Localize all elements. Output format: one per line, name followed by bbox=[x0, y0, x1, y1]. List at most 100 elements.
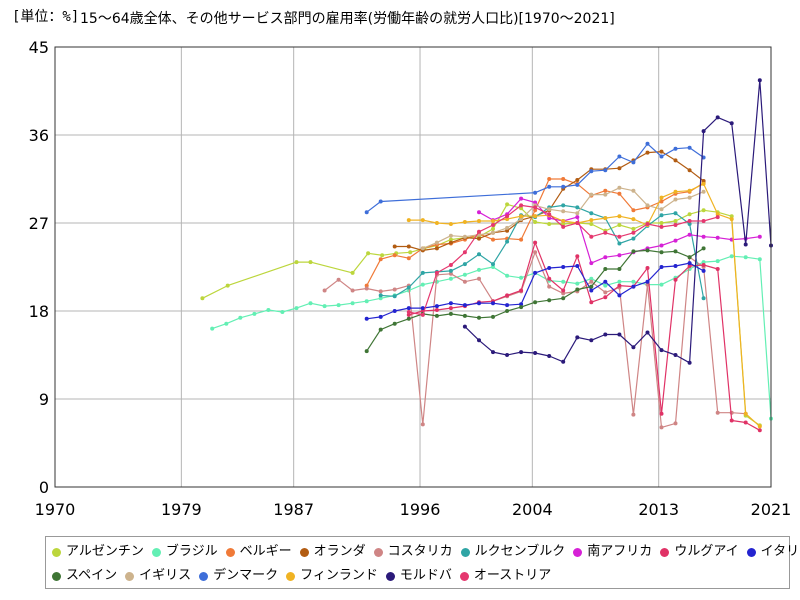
data-point bbox=[561, 209, 566, 214]
data-point bbox=[617, 293, 622, 298]
data-point bbox=[252, 311, 257, 316]
data-point bbox=[659, 348, 664, 353]
data-point bbox=[505, 353, 510, 357]
data-point bbox=[519, 305, 524, 310]
legend-label: ベルギー bbox=[239, 544, 292, 559]
data-point bbox=[448, 237, 453, 242]
data-point bbox=[336, 277, 341, 282]
data-point bbox=[603, 192, 608, 197]
data-point bbox=[491, 237, 495, 242]
legend-label: ウルグアイ bbox=[674, 544, 739, 559]
data-point bbox=[715, 267, 720, 271]
data-point bbox=[505, 228, 510, 233]
data-point bbox=[406, 310, 411, 314]
data-point bbox=[519, 217, 524, 222]
data-point bbox=[757, 424, 762, 429]
data-point bbox=[673, 249, 678, 254]
data-point bbox=[673, 211, 678, 216]
legend-marker bbox=[52, 572, 61, 581]
data-point bbox=[392, 253, 397, 258]
data-point bbox=[392, 244, 397, 249]
data-point bbox=[757, 428, 762, 433]
data-point bbox=[406, 306, 411, 311]
data-point bbox=[659, 213, 664, 218]
x-tick-label: 1970 bbox=[35, 500, 76, 519]
data-point bbox=[462, 234, 467, 239]
y-tick-label: 45 bbox=[29, 38, 49, 57]
data-point bbox=[645, 203, 650, 208]
data-point bbox=[294, 260, 299, 265]
legend-marker bbox=[459, 572, 469, 581]
legend-marker bbox=[660, 548, 670, 557]
data-point bbox=[533, 300, 538, 305]
data-point bbox=[659, 243, 664, 248]
data-point bbox=[547, 284, 552, 289]
data-point bbox=[617, 185, 622, 190]
data-point bbox=[645, 330, 650, 335]
series-group bbox=[406, 203, 720, 317]
data-point bbox=[322, 288, 327, 293]
data-point bbox=[420, 218, 425, 223]
data-point bbox=[322, 304, 327, 309]
data-point bbox=[477, 276, 481, 281]
data-point bbox=[701, 219, 706, 223]
data-point bbox=[364, 299, 369, 304]
data-point bbox=[519, 206, 524, 211]
series-group bbox=[364, 141, 706, 215]
data-point bbox=[533, 205, 538, 210]
legend-item: ベルギー bbox=[225, 542, 292, 562]
data-point bbox=[631, 249, 636, 254]
data-point bbox=[687, 222, 692, 226]
data-point bbox=[547, 276, 552, 281]
data-point bbox=[561, 184, 566, 189]
data-point bbox=[477, 301, 481, 306]
data-point bbox=[350, 270, 355, 275]
data-point bbox=[701, 268, 706, 273]
data-point bbox=[743, 411, 748, 416]
data-point bbox=[406, 312, 411, 317]
data-point bbox=[491, 226, 495, 231]
series-line bbox=[408, 183, 761, 427]
data-point bbox=[575, 211, 580, 216]
data-point bbox=[715, 410, 720, 415]
plot-background bbox=[55, 47, 771, 487]
data-point bbox=[420, 282, 425, 287]
data-point bbox=[631, 208, 636, 213]
legend-item: モルドバ bbox=[385, 566, 452, 586]
grid-layer bbox=[55, 47, 771, 487]
legend-marker bbox=[52, 548, 61, 557]
data-point bbox=[645, 141, 650, 146]
data-point bbox=[491, 314, 495, 319]
data-point bbox=[589, 192, 594, 197]
data-point bbox=[364, 286, 369, 291]
data-point bbox=[547, 207, 552, 212]
data-point bbox=[533, 190, 538, 195]
data-point bbox=[519, 203, 524, 208]
data-point bbox=[701, 246, 706, 251]
data-point bbox=[505, 309, 510, 313]
data-point bbox=[378, 257, 383, 262]
data-point bbox=[420, 306, 425, 311]
data-point bbox=[336, 303, 341, 308]
data-point bbox=[561, 203, 566, 208]
data-point bbox=[547, 354, 552, 358]
data-point bbox=[392, 321, 397, 326]
data-point bbox=[519, 196, 524, 201]
data-point bbox=[687, 145, 692, 150]
data-point bbox=[364, 283, 369, 288]
data-point bbox=[575, 281, 580, 286]
legend-marker bbox=[373, 548, 383, 557]
data-point bbox=[364, 316, 369, 321]
data-point bbox=[715, 212, 720, 217]
data-point bbox=[687, 261, 692, 266]
data-point bbox=[603, 188, 608, 193]
data-point bbox=[617, 214, 622, 219]
data-point bbox=[224, 321, 229, 326]
legend-marker bbox=[151, 548, 161, 557]
legend-marker bbox=[299, 548, 309, 557]
data-point bbox=[406, 316, 411, 321]
data-point bbox=[406, 244, 411, 249]
data-point bbox=[406, 218, 411, 223]
y-tick-label: 9 bbox=[39, 390, 49, 409]
data-point bbox=[380, 253, 385, 258]
